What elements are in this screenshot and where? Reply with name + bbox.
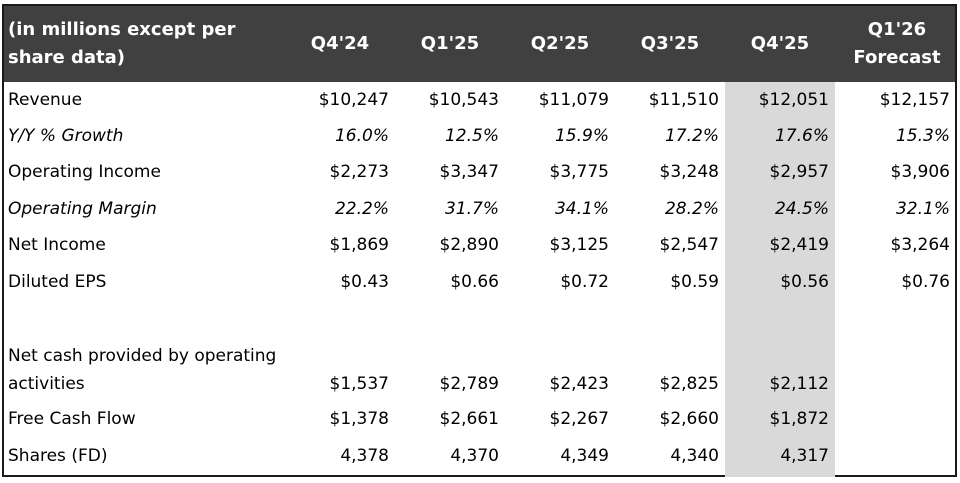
header-col-q3-25: Q3'25 (640, 33, 700, 54)
row-label-line1: Net cash provided by operating (8, 346, 277, 366)
cell-q3-25: $2,547 (659, 235, 719, 255)
cell-q2-25: $11,079 (538, 90, 609, 110)
financial-summary-table: (in millions except per share data) Q4'2… (2, 4, 957, 477)
header-col-q4-25: Q4'25 (750, 33, 810, 54)
cell-q4-24: $1,537 (329, 374, 389, 394)
row-label-line2: activities (8, 374, 85, 394)
cell-q3-25: $0.59 (670, 272, 719, 292)
header-units-label: (in millions except per share data) (8, 19, 236, 68)
cell-q4-25: $2,419 (769, 235, 829, 255)
table-row-operating-margin: Operating Margin 22.2% 31.7% 34.1% 28.2%… (4, 191, 955, 227)
row-label: Revenue (8, 90, 83, 110)
cell-q1-25: $0.66 (450, 272, 499, 292)
cell-q2-25: $0.72 (560, 272, 609, 292)
table-header: (in millions except per share data) Q4'2… (4, 6, 955, 82)
cell-q4-24: 22.2% (334, 199, 389, 219)
cell-q1-25: 12.5% (444, 126, 499, 146)
cell-q1-25: 4,370 (450, 446, 499, 466)
table-row-net-income: Net Income $1,869 $2,890 $3,125 $2,547 $… (4, 227, 955, 263)
cell-q4-24: $1,378 (329, 409, 389, 429)
header-col-q1-25: Q1'25 (420, 33, 480, 54)
table-row-free-cash-flow: Free Cash Flow $1,378 $2,661 $2,267 $2,6… (4, 401, 955, 437)
cell-q3-25: $3,248 (659, 162, 719, 182)
cell-q1-26-forecast: $12,157 (879, 90, 950, 110)
table-row-operating-income: Operating Income $2,273 $3,347 $3,775 $3… (4, 154, 955, 190)
cell-q4-25: $0.56 (780, 272, 829, 292)
cell-q4-25: $2,112 (769, 374, 829, 394)
cell-q4-25: $12,051 (758, 90, 829, 110)
cell-q4-25: 24.5% (774, 199, 829, 219)
cell-q4-25: $1,872 (769, 409, 829, 429)
cell-q1-25: $2,890 (439, 235, 499, 255)
cell-q2-25: $3,775 (549, 162, 609, 182)
cell-q1-25: 31.7% (444, 199, 499, 219)
cell-q1-25: $2,789 (439, 374, 499, 394)
row-label: Y/Y % Growth (8, 126, 124, 146)
header-forecast-label: Forecast (853, 47, 941, 68)
row-label: Operating Margin (8, 199, 157, 219)
cell-q3-25: $2,825 (659, 374, 719, 394)
cell-q4-24: 16.0% (334, 126, 389, 146)
cell-q4-24: $0.43 (340, 272, 389, 292)
cell-q4-25: 4,317 (780, 446, 829, 466)
cell-q4-25: 17.6% (774, 126, 829, 146)
cell-q2-25: $3,125 (549, 235, 609, 255)
highlighted-column-q4-25 (725, 82, 835, 477)
cell-q2-25: 34.1% (554, 199, 609, 219)
header-col-q4-24: Q4'24 (310, 33, 370, 54)
cell-q3-25: $2,660 (659, 409, 719, 429)
cell-q1-26-forecast: $3,264 (890, 235, 950, 255)
cell-q1-26-forecast: $3,906 (890, 162, 950, 182)
header-col-q2-25: Q2'25 (530, 33, 590, 54)
cell-q3-25: $11,510 (648, 90, 719, 110)
cell-q3-25: 4,340 (670, 446, 719, 466)
table-row-shares-fd: Shares (FD) 4,378 4,370 4,349 4,340 4,31… (4, 438, 955, 474)
cell-q4-25: $2,957 (769, 162, 829, 182)
table-row-revenue: Revenue $10,247 $10,543 $11,079 $11,510 … (4, 82, 955, 118)
header-col-q1-26-forecast: Q1'26 Forecast (842, 16, 952, 72)
row-label: Net Income (8, 235, 106, 255)
table-row-yoy-growth: Y/Y % Growth 16.0% 12.5% 15.9% 17.2% 17.… (4, 118, 955, 154)
cell-q1-26-forecast: 32.1% (895, 199, 950, 219)
row-label: Shares (FD) (8, 446, 108, 466)
table-row-operating-cash-flow: Net cash provided by operating activitie… (4, 342, 955, 398)
cell-q4-24: $10,247 (318, 90, 389, 110)
cell-q1-25: $3,347 (439, 162, 499, 182)
cell-q3-25: 17.2% (664, 126, 719, 146)
row-label: Diluted EPS (8, 272, 107, 292)
cell-q2-25: 15.9% (554, 126, 609, 146)
cell-q2-25: $2,267 (549, 409, 609, 429)
table-row-diluted-eps: Diluted EPS $0.43 $0.66 $0.72 $0.59 $0.5… (4, 264, 955, 300)
cell-q1-26-forecast: $0.76 (901, 272, 950, 292)
cell-q3-25: 28.2% (664, 199, 719, 219)
cell-q1-26-forecast: 15.3% (895, 126, 950, 146)
cell-q4-24: $2,273 (329, 162, 389, 182)
cell-q2-25: 4,349 (560, 446, 609, 466)
row-label: Operating Income (8, 162, 161, 182)
header-forecast-period: Q1'26 (867, 19, 927, 40)
cell-q4-24: 4,378 (340, 446, 389, 466)
cell-q1-25: $10,543 (428, 90, 499, 110)
cell-q4-24: $1,869 (329, 235, 389, 255)
cell-q2-25: $2,423 (549, 374, 609, 394)
row-label: Free Cash Flow (8, 409, 136, 429)
cell-q1-25: $2,661 (439, 409, 499, 429)
